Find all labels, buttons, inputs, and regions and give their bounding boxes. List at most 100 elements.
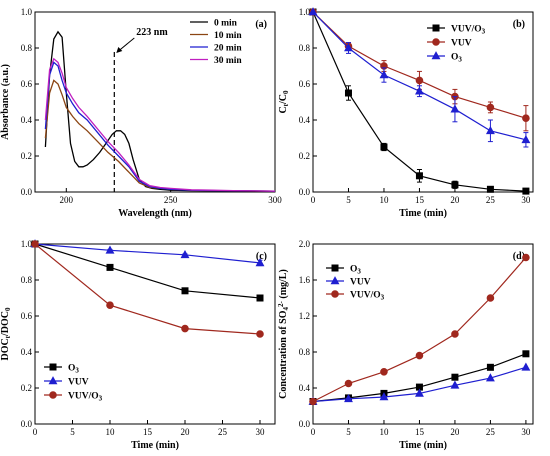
x-tick-label: 0 <box>311 195 316 205</box>
series-line <box>44 79 276 192</box>
legend-item: 20 min <box>190 44 242 54</box>
legend-marker <box>432 24 440 32</box>
data-point <box>309 397 317 406</box>
x-tick-label: 20 <box>450 427 460 437</box>
data-point <box>486 185 494 193</box>
y-axis-label: DOCt/DOC0 <box>0 307 12 361</box>
chart-panel-0: 200 250 300 0.0 0.2 0.4 0.6 0.8 1.0 Wavelength (n… <box>0 7 282 219</box>
panel-label: (c) <box>256 251 267 262</box>
data-point <box>105 245 115 254</box>
legend-marker <box>48 376 58 385</box>
y-axis-label: Ct/C0 <box>278 90 290 114</box>
data-point <box>344 379 353 388</box>
plot-frame <box>312 243 534 425</box>
legend-item: VUV/O3 <box>326 290 385 302</box>
chart-panel-2: 0 5 10 15 20 25 30 0.0 0.2 0.4 0.6 0.8 1.0 Time (min)… <box>0 239 276 451</box>
series-0 <box>31 240 264 302</box>
legend-item: O3 <box>427 51 462 63</box>
chart-panel-1: 0 5 10 15 20 25 30 0.0 0.2 0.4 0.6 0.8 1.0 Time (min)… <box>278 7 534 219</box>
y-tick-label: 1.0 <box>21 239 33 249</box>
data-point <box>451 330 459 338</box>
y-tick-label: 0.6 <box>299 79 311 89</box>
x-tick-label: 15 <box>143 427 153 437</box>
x-tick-label: 25 <box>486 195 496 205</box>
y-tick-label: 0.8 <box>21 43 33 53</box>
data-point <box>380 143 388 151</box>
data-point <box>255 258 265 267</box>
y-tick-label: 0.8 <box>299 43 311 53</box>
x-tick-label: 250 <box>164 195 178 205</box>
data-point <box>180 249 190 259</box>
data-point <box>521 362 531 371</box>
data-point <box>415 86 424 95</box>
y-tick-label: 2.0 <box>299 239 311 249</box>
y-tick-label: 0.4 <box>299 383 311 393</box>
y-tick-label: 1.0 <box>21 7 33 17</box>
panel-label: (b) <box>513 19 525 30</box>
legend-label: O3 <box>68 364 79 375</box>
y-tick-label: 0.2 <box>21 151 32 161</box>
data-point <box>522 350 530 358</box>
x-tick-label: 0 <box>311 427 316 437</box>
legend-label: VUV <box>350 278 371 288</box>
data-point <box>450 104 460 113</box>
legend-label: 30 min <box>214 56 242 66</box>
legend: VUV/O3 VUV O3 <box>427 24 486 63</box>
data-point <box>106 263 114 271</box>
data-point <box>344 89 352 97</box>
x-tick-label: 30 <box>256 427 266 437</box>
x-tick-label: 5 <box>346 195 351 205</box>
series-0 <box>309 8 530 195</box>
legend-marker <box>431 51 441 60</box>
y-tick-label: 0.6 <box>21 79 33 89</box>
legend-item: 10 min <box>190 31 242 41</box>
data-point <box>485 125 495 135</box>
legend-item: VUV <box>44 376 89 388</box>
legend-label: 10 min <box>214 31 242 41</box>
legend-item: VUV <box>326 276 371 288</box>
data-point <box>256 294 264 302</box>
data-point <box>344 393 353 403</box>
y-tick-label: 0.8 <box>21 275 33 285</box>
data-point <box>522 114 530 122</box>
series-1 <box>309 8 530 132</box>
chart-panel-3: 0 5 10 15 20 25 30 0.0 0.4 0.8 1.2 1.6 2.0 Time (min)… <box>277 239 534 451</box>
data-point <box>522 253 530 262</box>
y-axis-label: Absorbance (a.u.) <box>0 64 11 140</box>
legend-label: VUV <box>68 378 89 388</box>
legend-item: 30 min <box>190 56 242 66</box>
y-tick-label: 1.2 <box>299 311 310 321</box>
legend: 0 min 10 min 20 min 30 min <box>190 19 242 66</box>
x-tick-label: 25 <box>218 427 228 437</box>
data-point <box>451 181 459 189</box>
legend: O3 VUV VUV/O3 <box>44 363 103 402</box>
y-tick-label: 0.0 <box>299 187 311 197</box>
y-tick-label: 0.2 <box>299 151 310 161</box>
data-point <box>308 7 318 16</box>
legend-label: VUV/O3 <box>350 291 385 302</box>
legend-label: VUV <box>451 39 472 49</box>
data-point <box>256 330 264 338</box>
legend-item: VUV/O3 <box>44 391 103 402</box>
x-tick-label: 10 <box>106 427 116 437</box>
annotation-arrowhead <box>116 47 123 53</box>
x-axis-label: Time (min) <box>399 208 447 219</box>
legend-marker <box>432 38 440 46</box>
x-tick-label: 30 <box>521 427 531 437</box>
series-line <box>312 11 527 119</box>
series-2 <box>31 240 264 338</box>
x-axis-label: Time (min) <box>131 440 179 451</box>
y-tick-label: 0.2 <box>21 383 32 393</box>
legend-label: O3 <box>350 265 361 276</box>
x-tick-label: 0 <box>33 427 38 437</box>
legend: O3 VUV VUV/O3 <box>326 264 385 302</box>
data-point <box>380 368 388 376</box>
plot-frame <box>312 11 534 193</box>
y-tick-label: 0.0 <box>21 419 33 429</box>
legend-marker <box>49 363 57 371</box>
x-tick-label: 10 <box>379 427 389 437</box>
series-1 <box>44 79 276 192</box>
data-point <box>415 76 424 85</box>
x-tick-label: 10 <box>379 195 389 205</box>
data-point <box>521 134 531 144</box>
